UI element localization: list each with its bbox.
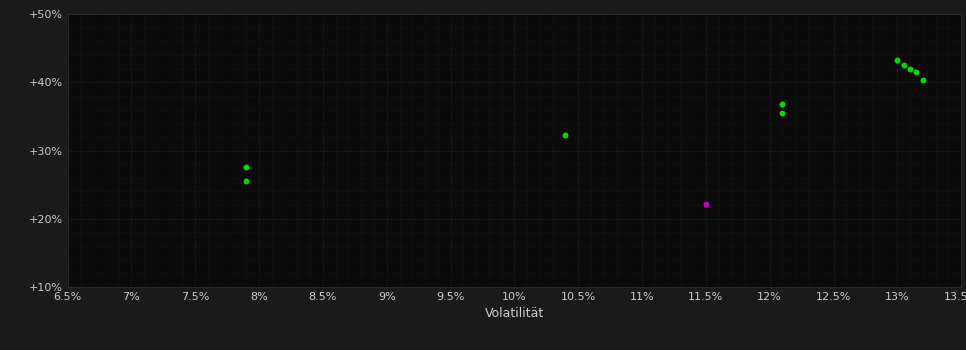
Point [775,101,790,107]
Point [239,178,254,184]
Point [239,164,254,170]
Point [890,57,905,63]
X-axis label: Volatilität: Volatilität [485,307,544,320]
Point [896,62,912,67]
Point [915,77,930,82]
Point [698,201,714,206]
Point [775,110,790,116]
Point [557,132,573,138]
Point [902,66,918,71]
Point [909,69,924,75]
